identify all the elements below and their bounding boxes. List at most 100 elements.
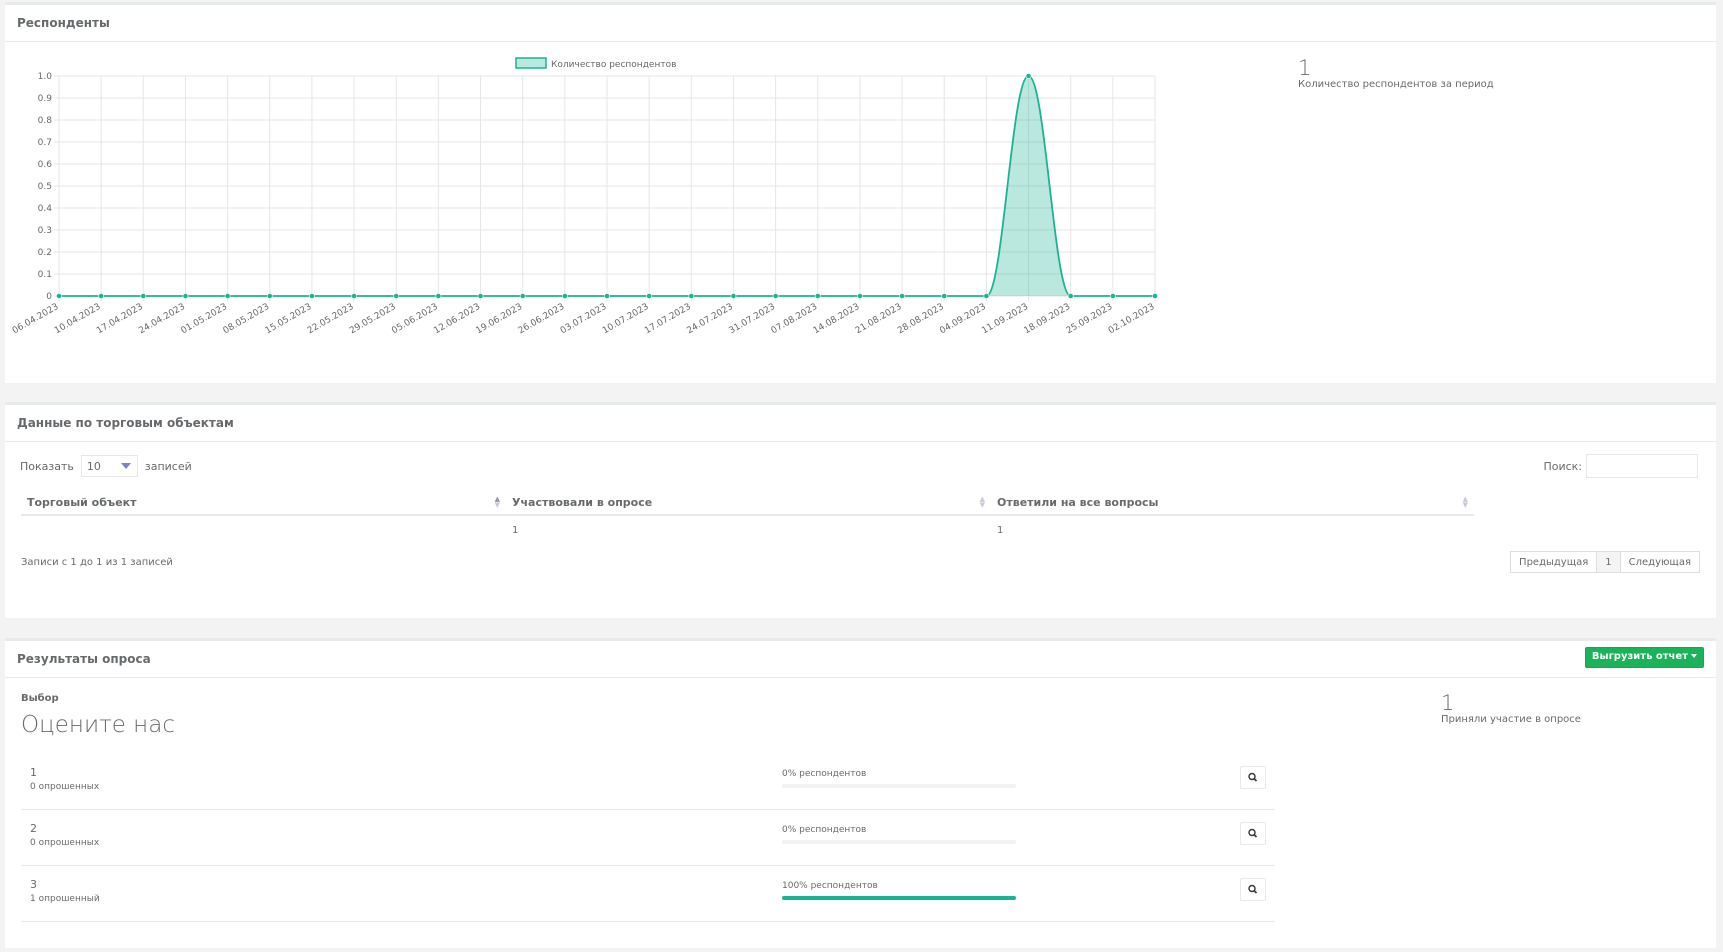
answer-option-row: 2 0 опрошенных 0% респондентов xyxy=(21,811,1275,866)
option-count: 1 опрошенный xyxy=(30,894,100,904)
x-tick-label: 06.04.2023 xyxy=(11,302,61,336)
stores-panel-title: Данные по торговым объектам xyxy=(5,405,1716,442)
x-tick-label: 18.09.2023 xyxy=(1023,302,1073,336)
answer-option-row: 1 0 опрошенных 0% респондентов xyxy=(21,755,1275,810)
x-tick-label: 10.07.2023 xyxy=(601,302,651,336)
data-point xyxy=(435,293,442,299)
option-percent: 0% респондентов xyxy=(782,769,867,779)
y-tick-label: 0.2 xyxy=(38,248,52,258)
data-point xyxy=(561,293,568,299)
page-1-button[interactable]: 1 xyxy=(1596,551,1621,573)
x-tick-label: 02.10.2023 xyxy=(1107,302,1157,336)
data-point xyxy=(224,293,231,299)
data-point xyxy=(1109,293,1116,299)
option-progress-bar xyxy=(782,784,1016,788)
data-point xyxy=(351,293,357,299)
search-input[interactable] xyxy=(1586,454,1698,478)
x-tick-label: 07.08.2023 xyxy=(770,302,820,336)
data-point xyxy=(98,293,105,299)
table-cell: 1 xyxy=(512,524,519,536)
x-tick-label: 31.07.2023 xyxy=(727,302,777,336)
view-details-button[interactable] xyxy=(1240,822,1266,845)
y-tick-label: 0.9 xyxy=(38,94,53,104)
data-point xyxy=(266,293,273,299)
show-label: Показать xyxy=(20,459,74,473)
data-point xyxy=(688,293,695,299)
x-tick-label: 05.06.2023 xyxy=(390,302,440,336)
option-percent: 100% респондентов xyxy=(782,881,878,891)
respondents-panel: Респонденты 1.0 0.9 0.8 0.7 0.6 0.5 0.4 0.3 0.2 0… xyxy=(5,2,1716,383)
answer-option-row: 3 1 опрошенный 100% респондентов xyxy=(21,867,1275,922)
respondents-chart: 1.0 0.9 0.8 0.7 0.6 0.5 0.4 0.3 0.2 0.1 006.04.202… xyxy=(11,57,1158,336)
data-point xyxy=(772,293,779,299)
data-point xyxy=(140,293,147,299)
y-tick-label: 0.5 xyxy=(38,182,52,192)
option-progress-bar xyxy=(782,840,1016,844)
x-tick-label: 29.05.2023 xyxy=(348,302,398,336)
question-type: Выбор xyxy=(21,693,59,704)
column-header-label: Участвовали в опросе xyxy=(512,496,653,509)
option-percent: 0% респондентов xyxy=(782,825,867,835)
records-label: записей xyxy=(144,459,192,473)
data-point xyxy=(56,293,62,299)
x-tick-label: 10.04.2023 xyxy=(53,302,103,336)
x-tick-label: 14.08.2023 xyxy=(812,302,862,336)
data-point xyxy=(1152,293,1158,299)
search-icon xyxy=(1248,828,1258,838)
sort-arrows-icon: ▲ ▼ xyxy=(1462,495,1468,509)
search-control: Поиск: xyxy=(1543,454,1698,478)
results-panel-title: Результаты опроса xyxy=(5,641,1716,678)
column-header-label: Ответили на все вопросы xyxy=(997,496,1159,509)
respondents-total: 1 Количество респондентов за период xyxy=(1298,56,1494,90)
question-title: Оцените нас xyxy=(21,712,175,738)
column-header-answered-all[interactable]: Ответили на все вопросы ▲ ▼ xyxy=(991,491,1474,516)
data-point xyxy=(730,293,737,299)
data-point xyxy=(604,293,610,299)
view-details-button[interactable] xyxy=(1240,878,1266,901)
stores-panel: Данные по торговым объектам Показать 10 … xyxy=(5,402,1716,618)
x-tick-label: 22.05.2023 xyxy=(306,302,356,336)
participants-value: 1 xyxy=(1441,691,1455,715)
x-tick-label: 15.05.2023 xyxy=(264,302,314,336)
data-point xyxy=(983,293,990,299)
sort-arrows-icon: ▲ ▼ xyxy=(494,495,500,509)
y-tick-label: 0.6 xyxy=(38,160,53,170)
x-tick-label: 03.07.2023 xyxy=(559,302,609,336)
option-count: 0 опрошенных xyxy=(30,838,100,848)
option-progress-bar xyxy=(782,896,1016,900)
x-tick-label: 28.08.2023 xyxy=(896,302,946,336)
y-tick-label: 0.3 xyxy=(38,226,52,236)
stores-table: Торговый объект ▲ ▼ Участвовали в опросе … xyxy=(21,491,1474,544)
column-header-participated[interactable]: Участвовали в опросе ▲ ▼ xyxy=(506,491,991,516)
prev-page-button[interactable]: Предыдущая xyxy=(1510,551,1598,573)
table-row: 1 1 xyxy=(21,515,1474,544)
y-tick-label: 0.1 xyxy=(38,270,52,280)
x-tick-label: 24.07.2023 xyxy=(685,302,735,336)
x-tick-label: 24.04.2023 xyxy=(137,302,187,336)
y-tick-label: 0 xyxy=(46,292,52,302)
page-length-select[interactable]: 10 xyxy=(80,455,138,477)
x-tick-label: 19.06.2023 xyxy=(475,302,525,336)
column-header-store[interactable]: Торговый объект ▲ ▼ xyxy=(21,491,506,516)
x-tick-label: 12.06.2023 xyxy=(432,302,482,336)
series-area xyxy=(59,76,1155,296)
x-tick-label: 25.09.2023 xyxy=(1065,302,1115,336)
pagination: Предыдущая 1 Следующая xyxy=(1510,551,1700,573)
x-tick-label: 17.04.2023 xyxy=(95,302,145,336)
data-point xyxy=(519,293,526,299)
data-point xyxy=(646,293,653,299)
y-tick-label: 0.8 xyxy=(38,116,53,126)
view-details-button[interactable] xyxy=(1240,766,1266,789)
legend-label: Количество респондентов xyxy=(551,60,676,70)
y-tick-label: 0.7 xyxy=(38,138,52,148)
data-point xyxy=(1025,73,1032,79)
next-page-button[interactable]: Следующая xyxy=(1619,551,1700,573)
respondents-panel-title: Респонденты xyxy=(5,5,1716,42)
data-point xyxy=(477,293,484,299)
caret-down-icon xyxy=(1691,654,1697,658)
option-label: 1 xyxy=(30,766,37,779)
export-report-button[interactable]: Выгрузить отчет xyxy=(1584,647,1704,668)
search-icon xyxy=(1248,772,1258,782)
option-count: 0 опрошенных xyxy=(30,782,100,792)
data-point xyxy=(393,293,400,299)
